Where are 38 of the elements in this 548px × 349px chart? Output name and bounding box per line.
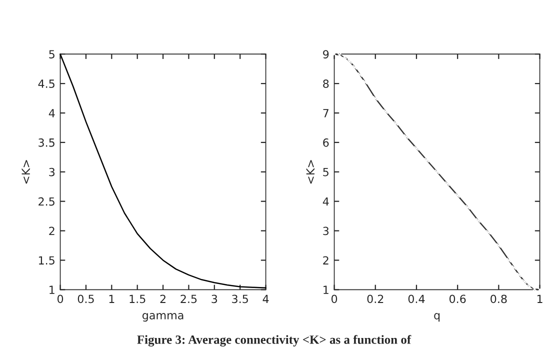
y-tick-label: 2.5 [38, 197, 54, 206]
x-tick-label: 1 [109, 294, 114, 303]
x-tick-label: 2 [160, 294, 166, 303]
x-tick-label: 0.6 [449, 294, 466, 304]
y-tick-label: 2 [323, 256, 328, 264]
x-tick-label: 1.5 [130, 294, 146, 304]
y-tick-label: 1.5 [38, 256, 54, 265]
y-tick-label: 2 [49, 226, 54, 235]
x-tick-label: 0.4 [408, 294, 425, 304]
y-tick-label: 5 [323, 168, 328, 176]
y-tick-label: 4.5 [38, 80, 54, 88]
y-tick-label: 1 [324, 286, 328, 294]
y-tick-label: 7 [323, 109, 328, 118]
y-tick-label: 6 [323, 138, 329, 147]
y-axis-title: <K> [306, 160, 314, 184]
x-tick-label: 3 [212, 294, 218, 304]
x-tick-label: 4 [262, 294, 269, 303]
y-tick-label: 8 [323, 80, 329, 88]
y-axis-title: <K> [22, 160, 30, 184]
caption: Figure 3: Average connectivity <K> as a function of [137, 334, 412, 347]
y-tick-label: 3.5 [38, 138, 54, 147]
y-tick-label: 1 [50, 286, 54, 294]
x-tick-label: 0.8 [490, 294, 507, 304]
y-tick-label: 4 [48, 109, 55, 118]
x-tick-label: 0 [331, 294, 338, 304]
x-tick-label: 2.5 [180, 294, 197, 304]
x-tick-label: 0.5 [78, 294, 94, 304]
y-tick-label: 5 [49, 50, 54, 58]
x-axis-title: gamma [142, 313, 184, 322]
y-tick-label: 4 [322, 197, 329, 206]
x-tick-label: 3.5 [232, 294, 248, 304]
x-tick-label: 0 [57, 294, 64, 304]
y-tick-label: 9 [323, 50, 329, 58]
x-tick-label: 1 [537, 294, 542, 303]
y-tick-label: 3 [323, 226, 329, 236]
x-tick-label: 0.2 [367, 294, 384, 304]
y-tick-label: 3 [49, 168, 55, 176]
x-axis-title: q [434, 313, 440, 322]
